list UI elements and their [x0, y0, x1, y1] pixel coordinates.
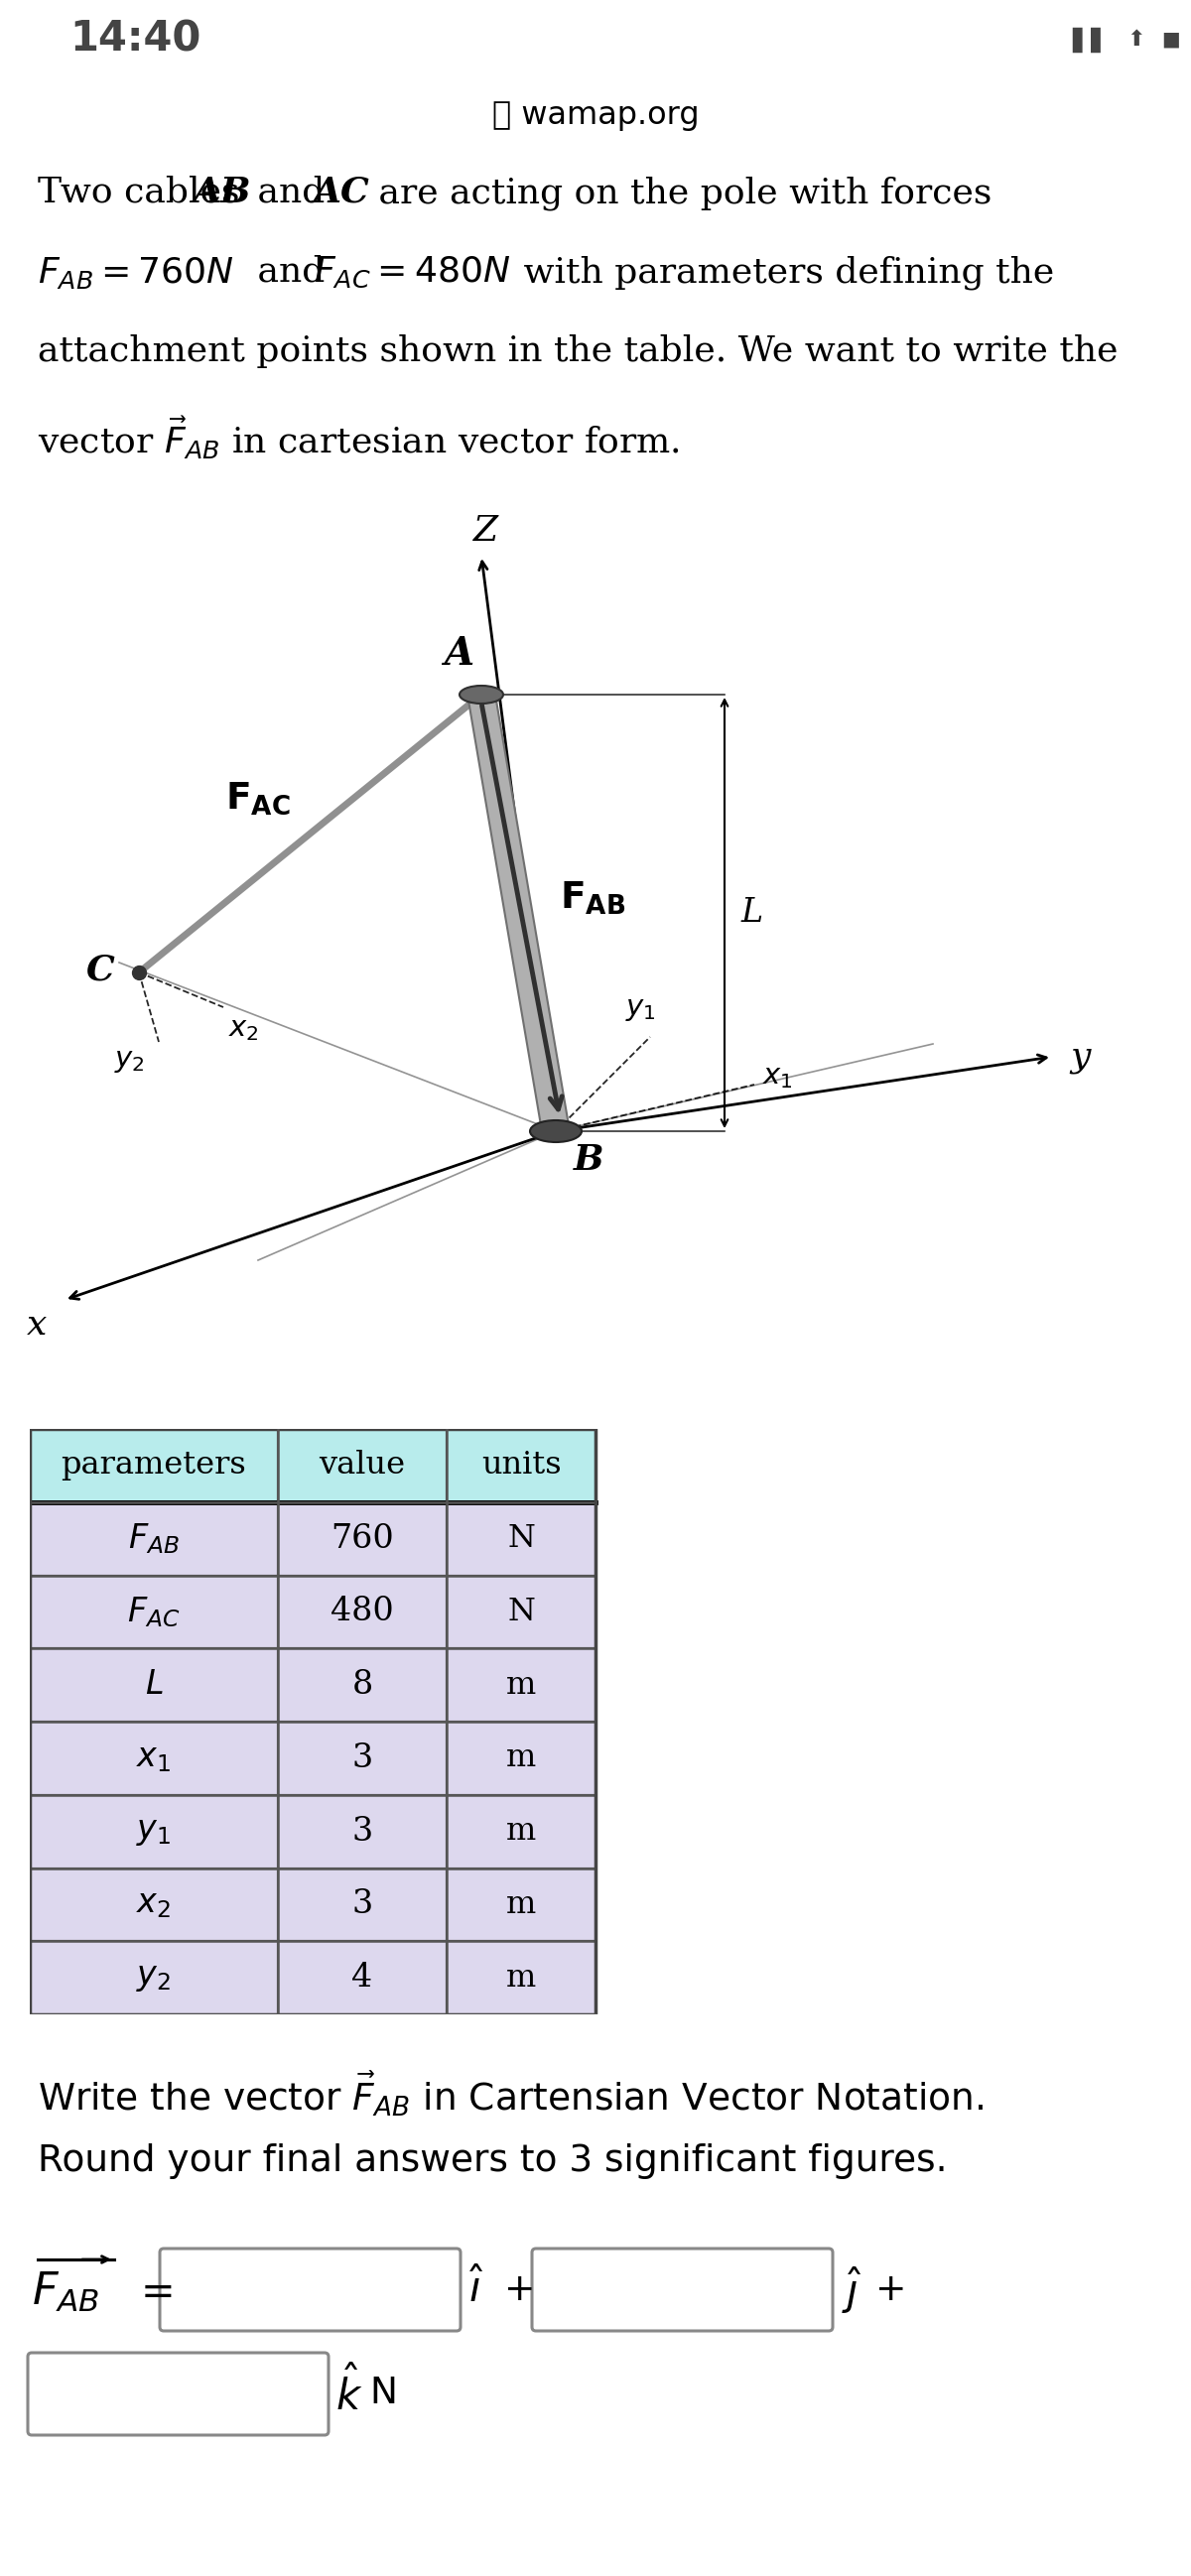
Bar: [447, 1868, 596, 1942]
Text: Write the vector $\vec{F}_{AB}$ in Cartensian Vector Notation.: Write the vector $\vec{F}_{AB}$ in Carte…: [38, 2069, 984, 2117]
Text: $F_{AB}$: $F_{AB}$: [32, 2269, 100, 2313]
Text: $y_2$: $y_2$: [136, 1963, 172, 1994]
Text: C: C: [86, 953, 114, 987]
Text: 3: 3: [351, 1741, 373, 1775]
Bar: [30, 1795, 278, 1868]
Text: are acting on the pole with forces: are acting on the pole with forces: [367, 175, 992, 209]
Text: $y_2$: $y_2$: [113, 1046, 144, 1074]
Text: N: N: [507, 1522, 535, 1553]
Bar: [278, 1868, 447, 1942]
Text: 🔒 wamap.org: 🔒 wamap.org: [492, 100, 699, 131]
Text: $\hat{\imath}$: $\hat{\imath}$: [468, 2269, 485, 2311]
Text: 760: 760: [331, 1522, 394, 1553]
Text: y: y: [1070, 1041, 1090, 1074]
Text: $x_2$: $x_2$: [229, 1015, 258, 1043]
Text: and: and: [247, 255, 336, 289]
Text: Z: Z: [474, 515, 499, 549]
Bar: [447, 1795, 596, 1868]
Text: +: +: [504, 2272, 536, 2308]
Bar: [447, 1577, 596, 1649]
Text: =: =: [141, 2272, 175, 2313]
Text: with parameters defining the: with parameters defining the: [512, 255, 1054, 289]
Text: $x_1$: $x_1$: [136, 1741, 172, 1775]
Text: 14:40: 14:40: [69, 18, 201, 59]
Text: m: m: [506, 1669, 536, 1700]
Text: and: and: [247, 175, 336, 209]
Text: 480: 480: [331, 1597, 394, 1628]
Text: B: B: [574, 1144, 604, 1177]
FancyBboxPatch shape: [160, 2249, 461, 2331]
Text: 3: 3: [351, 1816, 373, 1847]
Text: $F_{AC}$: $F_{AC}$: [127, 1595, 180, 1628]
Text: $\hat{k}$: $\hat{k}$: [336, 2367, 363, 2419]
Text: Round your final answers to 3 significant figures.: Round your final answers to 3 significan…: [38, 2143, 947, 2179]
Bar: [278, 1502, 447, 1577]
Bar: [30, 1868, 278, 1942]
Text: Two cables: Two cables: [38, 175, 251, 209]
Text: vector $\vec{F}_{AB}$ in cartesian vector form.: vector $\vec{F}_{AB}$ in cartesian vecto…: [38, 415, 680, 461]
Text: parameters: parameters: [61, 1450, 247, 1481]
Text: L: L: [741, 896, 762, 930]
Bar: [278, 1577, 447, 1649]
Text: m: m: [506, 1888, 536, 1919]
Bar: [278, 1721, 447, 1795]
Bar: [447, 1502, 596, 1577]
Text: AB: AB: [193, 175, 251, 209]
Bar: [278, 1942, 447, 2014]
Text: $F_{AC} = 480N$: $F_{AC} = 480N$: [313, 255, 510, 291]
Bar: [278, 1430, 447, 1502]
Text: $y_1$: $y_1$: [625, 994, 655, 1023]
Text: ▌▌: ▌▌: [1073, 26, 1111, 52]
Bar: [30, 1430, 278, 1502]
Text: 8: 8: [351, 1669, 373, 1700]
Text: A: A: [443, 636, 474, 672]
Bar: [447, 1430, 596, 1502]
FancyBboxPatch shape: [27, 2352, 329, 2434]
Text: +: +: [875, 2272, 906, 2308]
Bar: [30, 1649, 278, 1721]
Text: $\mathbf{F}_{\mathbf{AB}}$: $\mathbf{F}_{\mathbf{AB}}$: [560, 878, 626, 917]
Text: m: m: [506, 1816, 536, 1847]
Text: units: units: [481, 1450, 561, 1481]
Bar: [447, 1942, 596, 2014]
Polygon shape: [467, 696, 569, 1131]
Bar: [447, 1649, 596, 1721]
Text: $F_{AB} = 760N$: $F_{AB} = 760N$: [38, 255, 233, 291]
Bar: [30, 1942, 278, 2014]
Text: $\mathbf{F}_{\mathbf{AC}}$: $\mathbf{F}_{\mathbf{AC}}$: [225, 781, 291, 817]
Text: $y_1$: $y_1$: [136, 1816, 172, 1847]
Text: $\hat{\jmath}$: $\hat{\jmath}$: [842, 2264, 862, 2316]
Text: $x_2$: $x_2$: [136, 1888, 172, 1922]
Text: N: N: [369, 2375, 397, 2411]
Text: m: m: [506, 1963, 536, 1994]
Bar: [30, 1577, 278, 1649]
Text: $L$: $L$: [144, 1669, 163, 1700]
Text: AC: AC: [313, 175, 370, 209]
Text: ⬆: ⬆: [1127, 31, 1146, 49]
Bar: [278, 1649, 447, 1721]
Text: attachment points shown in the table. We want to write the: attachment points shown in the table. We…: [38, 335, 1118, 368]
Text: m: m: [506, 1744, 536, 1775]
FancyBboxPatch shape: [532, 2249, 833, 2331]
Bar: [30, 1502, 278, 1577]
Text: $F_{AB}$: $F_{AB}$: [129, 1522, 180, 1556]
Text: 3: 3: [351, 1888, 373, 1922]
Text: $x_1$: $x_1$: [762, 1064, 793, 1090]
Text: 4: 4: [351, 1963, 373, 1994]
Bar: [447, 1721, 596, 1795]
Text: N: N: [507, 1597, 535, 1628]
Ellipse shape: [460, 685, 504, 703]
Ellipse shape: [530, 1121, 581, 1141]
Text: value: value: [319, 1450, 405, 1481]
Text: x: x: [26, 1309, 46, 1342]
Text: ▪: ▪: [1161, 26, 1181, 54]
Bar: [278, 1795, 447, 1868]
Bar: [30, 1721, 278, 1795]
